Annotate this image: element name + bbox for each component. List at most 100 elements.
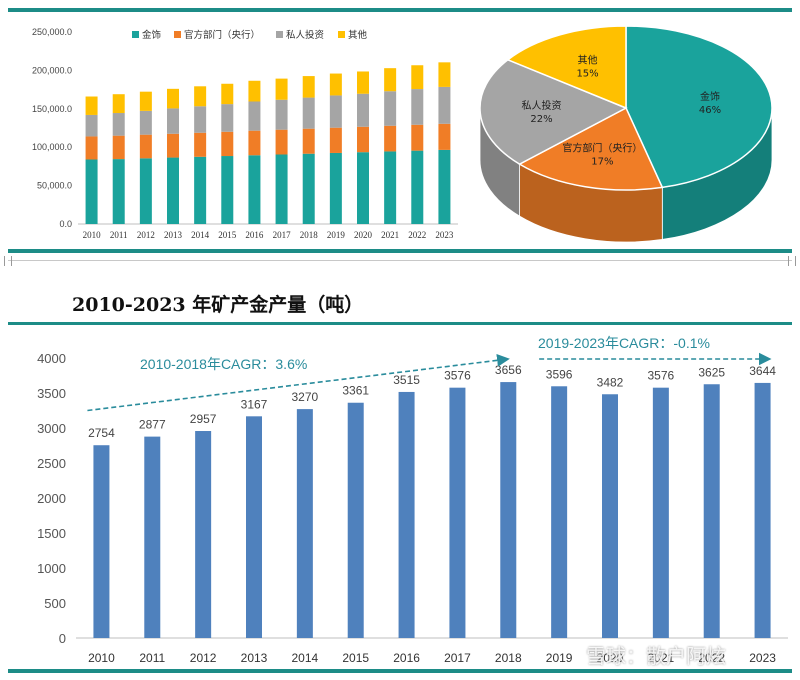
bar-segment	[85, 114, 98, 137]
bar-segment	[248, 130, 261, 156]
pie-slice	[625, 25, 773, 189]
cagr-annotation-2: 2019-2023年CAGR：-0.1%	[538, 335, 710, 351]
bar-segment	[221, 104, 234, 132]
data-label: 3656	[495, 363, 522, 377]
data-label: 2877	[139, 418, 166, 432]
title-rule	[8, 322, 792, 325]
data-label: 2957	[190, 412, 217, 426]
production-chart-title: 2010-2023 年矿产金产量（吨）	[72, 294, 364, 316]
x-tick-label: 2021	[648, 651, 675, 665]
legend-swatch	[132, 31, 139, 38]
bar-segment	[248, 80, 261, 102]
x-tick-label: 2020	[354, 230, 373, 240]
x-tick-label: 2014	[191, 230, 210, 240]
bar-segment	[411, 124, 424, 151]
bar-segment	[248, 101, 261, 131]
y-tick-label: 3000	[37, 421, 66, 436]
x-tick-label: 2014	[292, 651, 319, 665]
bar-segment	[139, 158, 152, 224]
bar-segment	[275, 78, 288, 100]
x-tick-label: 2015	[218, 230, 237, 240]
bottom-rule	[8, 669, 792, 673]
x-tick-label: 2020	[597, 651, 624, 665]
bar-segment	[112, 135, 125, 160]
page-break-line	[8, 260, 792, 261]
y-tick-label: 1500	[37, 526, 66, 541]
bar-segment	[384, 125, 397, 152]
pie-slice-name: 私人投资	[521, 99, 561, 112]
bar-segment	[221, 131, 234, 157]
bar-segment	[194, 132, 207, 157]
bar	[551, 386, 568, 638]
bar	[652, 387, 669, 638]
y-tick-label: 150,000.0	[32, 104, 72, 114]
bar-segment	[302, 153, 315, 224]
bar-segment	[194, 86, 207, 107]
y-tick-label: 200,000.0	[32, 65, 72, 75]
bar-segment	[275, 99, 288, 130]
x-tick-label: 2018	[495, 651, 522, 665]
bar-segment	[384, 68, 397, 92]
y-tick-label: 3500	[37, 386, 66, 401]
bar-segment	[302, 128, 315, 154]
legend-label: 官方部门（央行）	[184, 29, 260, 41]
bar	[195, 431, 212, 638]
x-tick-label: 2011	[139, 651, 165, 665]
y-tick-label: 0.0	[59, 219, 72, 229]
pie-slice-name: 金饰	[700, 90, 720, 103]
bar-segment	[411, 65, 424, 90]
bar-segment	[302, 76, 315, 98]
legend-swatch	[174, 31, 181, 38]
bar-segment	[329, 152, 342, 224]
legend-label: 私人投资	[286, 29, 325, 41]
bar-segment	[139, 91, 152, 111]
cagr-annotation-1: 2010-2018年CAGR：3.6%	[140, 356, 307, 372]
bar-segment	[221, 156, 234, 224]
bar-segment	[194, 106, 207, 133]
data-label: 3167	[241, 397, 268, 411]
bar-segment	[139, 134, 152, 159]
x-tick-label: 2022	[408, 230, 426, 240]
y-tick-label: 50,000.0	[37, 181, 72, 191]
y-tick-label: 4000	[37, 351, 66, 366]
y-tick-label: 100,000.0	[32, 142, 72, 152]
bar-segment	[85, 136, 98, 160]
pie-slice-percent: 15%	[576, 69, 598, 80]
x-tick-label: 2022	[698, 651, 725, 665]
bar-segment	[167, 133, 179, 158]
bar-segment	[167, 108, 179, 134]
pie-slice	[506, 25, 627, 110]
legend-label: 其他	[348, 29, 368, 41]
pie-slice-percent: 46%	[699, 105, 721, 116]
bar-segment	[302, 97, 315, 129]
x-tick-label: 2021	[381, 230, 399, 240]
page-break-marker-right	[788, 256, 796, 266]
x-tick-label: 2018	[300, 230, 319, 240]
x-tick-label: 2015	[342, 651, 369, 665]
bar-segment	[329, 95, 342, 128]
bar-segment	[85, 96, 98, 115]
y-tick-label: 500	[44, 596, 66, 611]
bar	[602, 394, 618, 638]
x-tick-label: 2010	[88, 651, 115, 665]
y-tick-label: 1000	[37, 561, 66, 576]
bar-segment	[221, 83, 234, 105]
x-tick-label: 2019	[327, 230, 346, 240]
bar	[398, 391, 415, 638]
data-label: 3361	[342, 384, 369, 398]
bar-segment	[167, 157, 179, 224]
bar-segment	[357, 152, 369, 224]
bar-segment	[329, 127, 342, 153]
bar-segment	[194, 156, 207, 224]
bar-segment	[438, 149, 451, 224]
cagr-arrow-1	[87, 354, 510, 412]
section-divider	[8, 249, 792, 253]
x-tick-label: 2016	[245, 230, 264, 240]
bar-segment	[357, 126, 369, 153]
x-tick-label: 2012	[137, 230, 155, 240]
bar-segment	[112, 94, 125, 114]
bar	[754, 382, 771, 638]
bar-segment	[275, 129, 288, 155]
data-label: 2754	[88, 426, 115, 440]
bar	[500, 382, 517, 638]
